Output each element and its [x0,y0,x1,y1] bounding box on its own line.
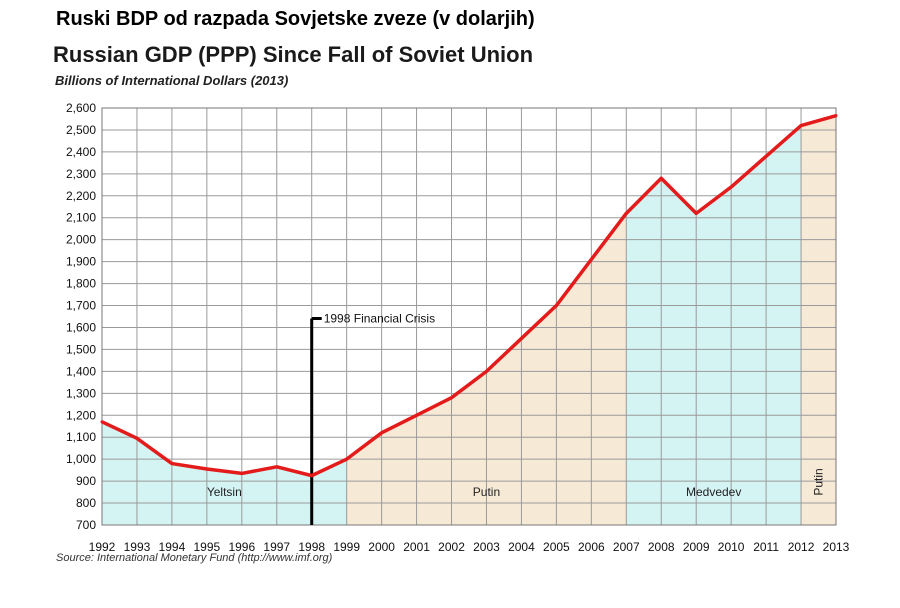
x-tick-label: 2001 [403,540,430,554]
data-point [415,413,419,417]
y-tick-label: 2,300 [66,167,96,181]
x-tick-label: 1996 [228,540,255,554]
y-tick-label: 1,400 [66,364,96,378]
x-tick-label: 2003 [473,540,500,554]
data-point [729,185,733,189]
y-tick-label: 1,500 [66,342,96,356]
x-tick-label: 1995 [194,540,221,554]
x-tick-label: 2011 [753,540,779,554]
chart-title: Russian GDP (PPP) Since Fall of Soviet U… [53,42,534,67]
data-point [380,431,384,435]
gdp-series-line [101,113,837,478]
y-tick-label: 2,500 [66,123,96,137]
data-point [764,154,768,158]
data-point [484,369,488,373]
y-tick-label: 2,600 [66,101,96,115]
x-tick-label: 2008 [648,540,675,554]
x-tick-label: 1994 [159,540,186,554]
data-point [624,211,628,215]
x-tick-label: 2009 [683,540,710,554]
page-title: Ruski BDP od razpada Sovjetske zveze (v … [56,8,535,30]
x-tick-label: 2012 [788,540,815,554]
x-tick-label: 2013 [823,540,850,554]
y-tick-label: 1,000 [66,452,96,466]
data-point [170,462,174,466]
y-tick-label: 1,600 [66,320,96,334]
chart-subtitle: Billions of International Dollars (2013) [55,73,289,88]
era-region-2 [626,125,802,525]
era-label: Putin [812,468,826,495]
data-point [100,420,104,424]
x-tick-label: 2006 [578,540,605,554]
x-tick-label: 1993 [124,540,151,554]
y-tick-label: 1,900 [66,255,96,269]
data-point [310,474,314,478]
data-point [834,114,838,118]
data-point [589,257,593,261]
y-tick-label: 2,200 [66,189,96,203]
x-tick-label: 2002 [438,540,465,554]
data-point [519,336,523,340]
y-tick-label: 1,100 [66,430,96,444]
x-tick-label: 2004 [508,540,535,554]
x-tick-label: 2010 [718,540,745,554]
x-tick-label: 1997 [263,540,290,554]
x-tick-label: 2005 [543,540,570,554]
y-tick-label: 1,300 [66,386,96,400]
crisis-annotation-label: 1998 Financial Crisis [324,312,435,326]
x-tick-label: 2000 [368,540,395,554]
y-tick-label: 1,700 [66,299,96,313]
era-region-3 [801,115,836,525]
era-label: Yeltsin [207,485,242,499]
y-tick-label: 1,200 [66,408,96,422]
y-tick-label: 1,800 [66,277,96,291]
y-tick-label: 900 [76,474,96,488]
x-tick-label: 1998 [298,540,325,554]
data-point [275,465,279,469]
source-note: Source: International Monetary Fund (htt… [56,552,333,564]
y-tick-label: 800 [76,496,96,510]
data-point [450,396,454,400]
data-point [554,304,558,308]
x-tick-label: 2007 [613,540,640,554]
data-point [694,211,698,215]
era-label: Putin [473,485,500,499]
data-point [799,124,803,128]
x-tick-label: 1992 [89,540,116,554]
data-point [135,436,139,440]
y-tick-label: 2,100 [66,211,96,225]
data-point [659,176,663,180]
y-tick-label: 2,000 [66,233,96,247]
y-tick-label: 2,400 [66,145,96,159]
era-label: Medvedev [686,485,741,499]
x-tick-label: 1999 [333,540,360,554]
era-region-0 [102,421,347,525]
data-point [205,467,209,471]
y-tick-label: 700 [76,518,96,532]
data-point [345,457,349,461]
plot-border [101,107,837,526]
data-point [240,471,244,475]
